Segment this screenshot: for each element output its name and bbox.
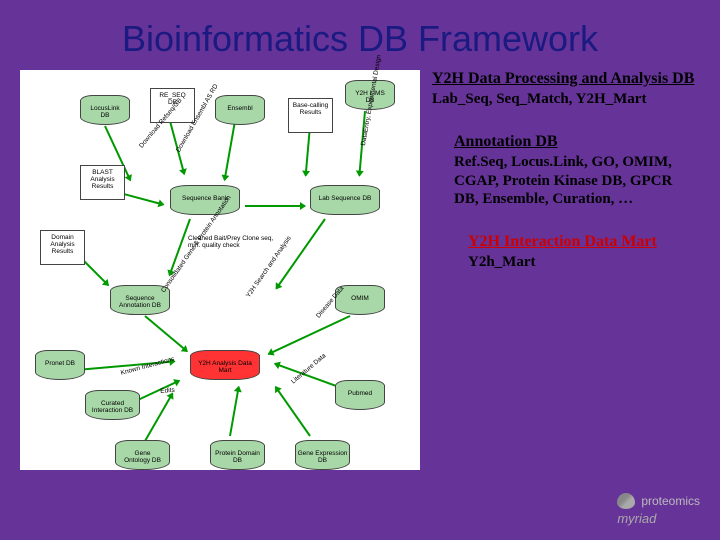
block-title: Annotation DB — [454, 133, 700, 151]
db-label-labseq: Lab Sequence DB — [305, 195, 385, 202]
flow-arrow — [305, 126, 311, 176]
flow-arrow — [245, 205, 305, 207]
page-title: Bioinformatics DB Framework — [0, 0, 720, 70]
brand-logo-icon — [617, 493, 635, 509]
db-label-ensembl: Ensembl — [210, 105, 270, 112]
block-body: Ref.Seq, Locus.Link, GO, OMIM, CGAP, Pro… — [454, 153, 700, 209]
flow-arrow — [275, 386, 311, 436]
flow-arrow — [120, 192, 164, 206]
db-label-seqbank: Sequence Bank — [165, 195, 245, 202]
db-label-y2hmart: Y2H Analysis DataMart — [185, 360, 265, 374]
doc-label-domain: DomainAnalysisResults — [38, 234, 87, 255]
flow-arrow — [144, 393, 173, 442]
db-label-pronet: Pronet DB — [30, 360, 90, 367]
block-title: Y2H Interaction Data Mart — [468, 233, 700, 251]
brand-text: proteomics — [641, 494, 700, 508]
db-label-geneont: GeneOntology DB — [110, 450, 175, 464]
flow-arrow — [275, 218, 325, 289]
flow-arrow — [229, 387, 240, 437]
doc-label-basecall: Base-callingResults — [286, 102, 335, 116]
brand-sub: myriad — [617, 511, 700, 526]
text-block-1: Annotation DB Ref.Seq, Locus.Link, GO, OM… — [454, 133, 700, 209]
side-panel: Y2H Data Processing and Analysis DB Lab_S… — [420, 70, 700, 470]
flow-arrow — [224, 121, 236, 180]
footer: proteomics myriad — [617, 493, 700, 526]
brand-row: proteomics — [617, 493, 700, 509]
block-title: Y2H Data Processing and Analysis DB — [432, 70, 700, 88]
db-label-curated: CuratedInteraction DB — [80, 400, 145, 414]
block-body: Lab_Seq, Seq_Match, Y2H_Mart — [432, 90, 700, 109]
db-label-protdom: Protein DomainDB — [205, 450, 270, 464]
text-block-0: Y2H Data Processing and Analysis DB Lab_S… — [432, 70, 700, 109]
db-label-pubmed: Pubmed — [330, 390, 390, 397]
framework-diagram: LocusLinkDBEnsemblY2H LIMSDBSequence Ban… — [20, 70, 420, 470]
db-label-locuslink: LocusLinkDB — [75, 105, 135, 119]
doc-label-blast: BLASTAnalysisResults — [78, 169, 127, 190]
flow-arrow — [268, 315, 350, 355]
content-row: LocusLinkDBEnsemblY2H LIMSDBSequence Ban… — [0, 70, 720, 470]
db-label-geneexpr: Gene ExpressionDB — [290, 450, 355, 464]
text-block-2: Y2H Interaction Data Mart Y2h_Mart — [468, 233, 700, 272]
flow-arrow — [144, 315, 187, 352]
db-label-seqannot: SequenceAnnotation DB — [105, 295, 175, 309]
edge-label: Edits — [160, 387, 175, 395]
block-body: Y2h_Mart — [468, 253, 700, 272]
